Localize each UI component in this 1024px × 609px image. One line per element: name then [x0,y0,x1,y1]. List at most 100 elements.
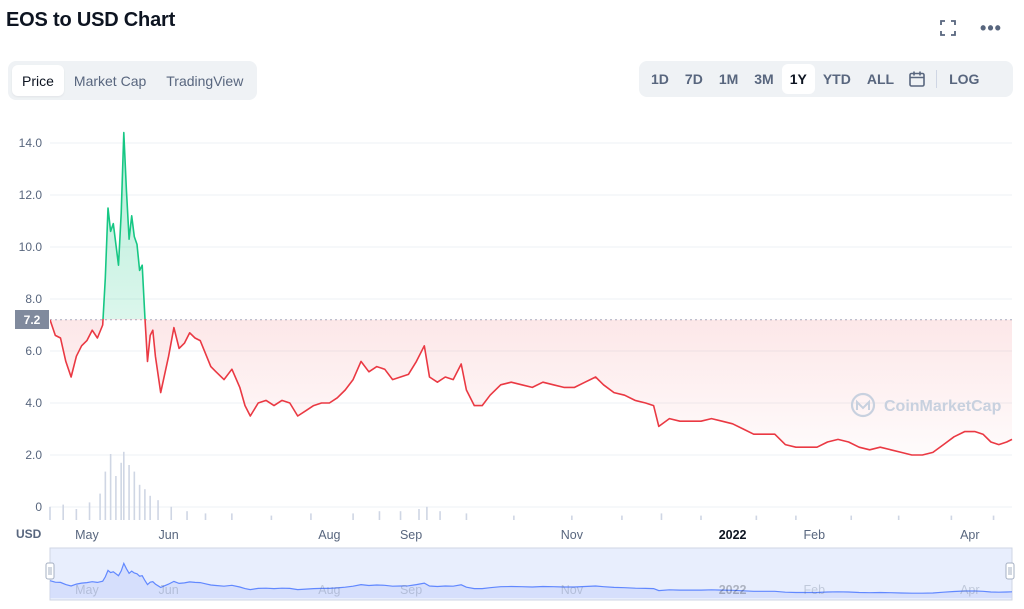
volume-bar [204,513,207,520]
volume-bar [621,515,623,520]
watermark-text: CoinMarketCap [884,398,1002,415]
volume-bar [700,515,702,520]
area-fill-above [103,132,146,319]
navigator-handle-left[interactable] [45,562,55,580]
y-tick-label: 4.0 [25,396,42,410]
volume-bars [49,451,995,520]
volume-bar [426,506,428,520]
coinmarketcap-watermark: CoinMarketCap [850,392,1002,418]
volume-bar [571,515,573,520]
price-area [50,131,1013,456]
navigator-area [50,563,1012,598]
volume-bar [465,513,468,520]
range-navigator[interactable]: May Jun Aug Sep Nov 2022 Feb Apr [45,547,1015,601]
navigator-handle-right[interactable] [1005,562,1015,580]
x-tick-label: Sep [400,528,422,542]
x-tick-label: May [75,528,99,542]
range-1y[interactable]: 1Y [781,64,815,94]
navigator-tick-label: Jun [159,583,179,597]
navigator-tick-label: Apr [960,583,979,597]
volume-bar [850,515,853,520]
tab-price[interactable]: Price [12,65,64,96]
range-1m[interactable]: 1M [718,71,739,87]
chart-grid [50,142,1012,508]
x-tick-label: Jun [159,528,179,542]
tab-tradingview[interactable]: TradingView [166,72,244,89]
y-tick-label: 12.0 [19,188,43,202]
log-toggle[interactable]: LOG [949,71,980,87]
x-tick-label: Aug [318,528,340,542]
range-all[interactable]: ALL [866,71,895,87]
volume-bar [49,506,51,520]
volume-bar [138,484,141,520]
volume-bar [378,511,381,520]
range-ytd[interactable]: YTD [822,71,851,87]
x-tick-label: Nov [561,528,584,542]
navigator-handle-right-grip[interactable] [1005,562,1015,580]
volume-bar [660,513,663,520]
navigator-tick-label: May [75,583,99,597]
volume-bar [62,504,64,520]
x-tick-label: Feb [804,528,826,542]
navigator-tick-label: Feb [804,583,826,597]
volume-bar [310,513,312,520]
page-title: EOS to USD Chart [6,9,176,31]
area-fill-below [50,319,1012,455]
y-tick-label: 0 [35,500,42,514]
volume-bar [170,506,173,520]
volume-bar [128,465,130,520]
volume-bar [231,513,233,520]
expand-icon[interactable] [936,16,960,40]
volume-bar [75,509,78,520]
volume-bar [950,515,953,520]
y-tick-label: 10.0 [19,240,43,254]
range-7d[interactable]: 7D [684,71,703,87]
y-tick-label: 6.0 [25,344,42,358]
price-line-up [102,131,146,319]
volume-bar [186,511,188,520]
volume-bar [352,513,354,520]
volume-bar [122,451,125,520]
navigator-line [49,561,1013,594]
volume-bar [88,502,91,520]
volume-bar [144,489,146,520]
more-horizontal-icon[interactable]: ••• [980,17,1002,38]
volume-bar [109,454,112,520]
current-price-label: 7.2 [24,313,41,327]
volume-bar [439,511,441,520]
y-axis: 0 2.0 4.0 6.0 8.0 10.0 12.0 14.0 [19,136,43,514]
x-axis: May Jun Aug Sep Nov 2022 Feb Apr [75,528,979,542]
price-line-down [50,319,1013,456]
volume-bar [157,500,159,520]
navigator-tick-label: Aug [318,583,340,597]
chart-type-tabs: Price Market Cap TradingView [8,61,258,100]
volume-bar [99,493,101,520]
volume-bar [795,515,797,520]
currency-label: USD [16,527,42,541]
volume-bar [149,495,151,520]
navigator-handle-left-grip[interactable] [45,562,55,580]
volume-bar [120,462,122,520]
volume-bar [992,515,995,520]
tab-market-cap[interactable]: Market Cap [73,72,147,89]
y-tick-label: 2.0 [25,448,42,462]
volume-bar [897,515,900,520]
range-1d[interactable]: 1D [651,71,669,87]
volume-bar [755,515,758,520]
calendar-icon[interactable] [902,64,932,94]
navigator-tick-label: Nov [561,583,584,597]
y-tick-label: 14.0 [19,136,43,150]
volume-bar [115,476,117,520]
y-tick-label: 8.0 [25,292,42,306]
volume-bar [418,509,420,520]
volume-bar [270,515,273,520]
navigator-tick-label: Sep [400,583,422,597]
x-tick-label: 2022 [719,528,747,542]
range-3m[interactable]: 3M [754,71,774,87]
volume-bar [133,471,136,520]
volume-bar [104,471,107,520]
range-divider [936,70,938,88]
volume-bar [399,511,402,520]
current-price-tag: 7.2 [15,310,49,329]
